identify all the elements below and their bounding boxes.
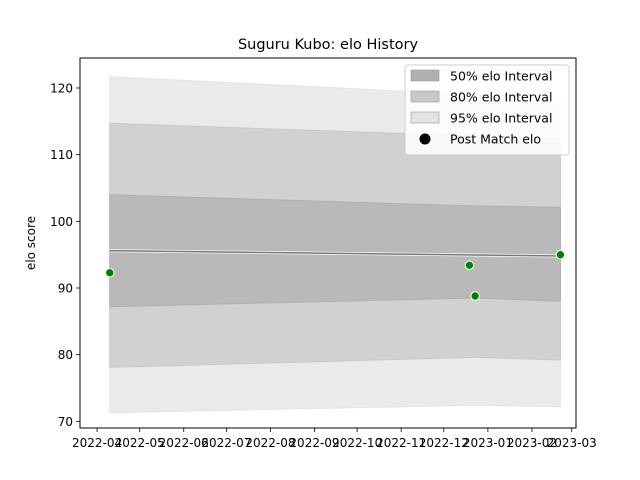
x-tick-label: 2022-11	[376, 436, 426, 450]
legend-label: 80% elo Interval	[450, 90, 552, 105]
post-match-point	[555, 250, 566, 260]
interval-band-1	[109, 194, 561, 308]
legend-label: 50% elo Interval	[450, 69, 552, 84]
x-tick-label: 2022-12	[419, 436, 469, 450]
legend-label: 95% elo Interval	[450, 111, 552, 126]
y-tick-label: 100	[50, 215, 73, 229]
legend: 50% elo Interval 80% elo Interval 95% elo …	[404, 64, 570, 156]
plot-frame	[79, 57, 577, 429]
y-tick-label: 90	[58, 282, 73, 296]
y-axis-label: elo score	[24, 216, 38, 270]
legend-swatch	[410, 111, 440, 124]
x-tick-label: 2022-05	[115, 436, 165, 450]
elo-line-0	[109, 249, 561, 257]
y-tick-label: 110	[50, 148, 73, 162]
x-tick-label: 2023-02	[507, 436, 557, 450]
legend-label: Post Match elo	[450, 132, 541, 147]
x-tick-label: 2022-09	[289, 436, 339, 450]
x-tick-label: 2022-04	[72, 436, 122, 450]
y-axis: 70 80 90 100 110 120	[50, 82, 80, 429]
legend-swatch	[410, 69, 440, 82]
y-tick-label: 120	[50, 82, 73, 96]
x-tick-label: 2022-06	[159, 436, 209, 450]
y-tick-label: 70	[58, 415, 73, 429]
legend-marker	[419, 133, 431, 145]
x-tick-label: 2023-01	[463, 436, 513, 450]
x-tick-label: 2022-07	[201, 436, 251, 450]
elo-line	[109, 249, 561, 258]
interval-bands	[109, 76, 561, 414]
post-match-points	[105, 250, 566, 301]
x-tick-label: 2022-10	[332, 436, 382, 450]
legend-box	[404, 64, 570, 156]
post-match-point	[464, 260, 475, 270]
y-tick-label: 80	[58, 348, 73, 362]
post-match-point	[105, 268, 115, 278]
x-tick-label: 2023-03	[547, 436, 597, 450]
legend-swatch	[410, 90, 440, 103]
x-axis: 2022-042022-052022-062022-072022-082022-…	[72, 428, 597, 450]
chart-title: Suguru Kubo: elo History	[238, 37, 419, 53]
post-match-point	[470, 291, 480, 301]
x-tick-label: 2022-08	[245, 436, 295, 450]
